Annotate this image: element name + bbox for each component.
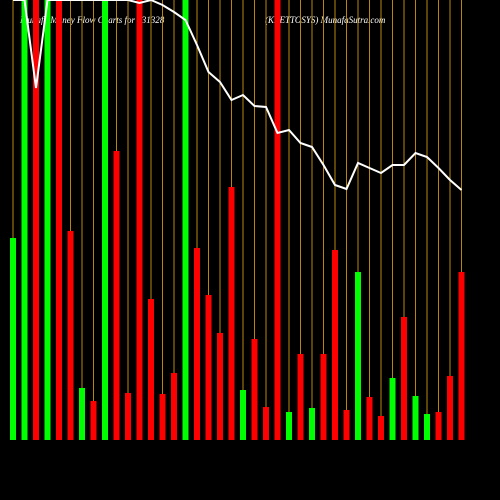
bar: [435, 412, 442, 440]
bar: [274, 0, 281, 440]
chart-title: Munafa Money Flow Charts for 531328: [19, 15, 165, 25]
bar: [355, 272, 361, 440]
bar: [228, 187, 235, 440]
chart-subtitle: (KRETTOSYS) MunafaSutra.com: [265, 15, 386, 25]
bar: [447, 376, 453, 440]
bar: [366, 397, 373, 440]
bar: [102, 0, 108, 440]
bar: [389, 378, 396, 440]
bar: [56, 0, 62, 440]
bar: [401, 317, 407, 440]
bar: [125, 393, 131, 440]
bar: [182, 0, 189, 440]
bar: [332, 250, 338, 440]
bar: [90, 401, 97, 440]
bar: [44, 0, 51, 440]
bar: [309, 408, 315, 440]
bar: [286, 412, 292, 440]
bar: [33, 0, 39, 440]
bar: [458, 272, 465, 440]
bar: [320, 354, 327, 440]
bar: [240, 390, 246, 440]
bar: [136, 0, 143, 440]
bar: [67, 231, 74, 440]
bar: [113, 151, 120, 440]
bar: [297, 354, 304, 440]
bar: [424, 414, 430, 440]
bar: [21, 0, 28, 440]
bar: [194, 248, 200, 440]
bar: [343, 410, 350, 440]
flow-line: [13, 0, 463, 191]
bar: [217, 333, 223, 440]
bar: [205, 295, 212, 440]
bar: [79, 388, 85, 440]
bar: [159, 394, 166, 440]
bar: [263, 407, 269, 440]
bar: [171, 373, 177, 440]
bar: [10, 238, 16, 440]
bar: [251, 339, 258, 440]
bar: [378, 416, 384, 440]
bar: [148, 299, 154, 440]
bar: [412, 396, 419, 440]
